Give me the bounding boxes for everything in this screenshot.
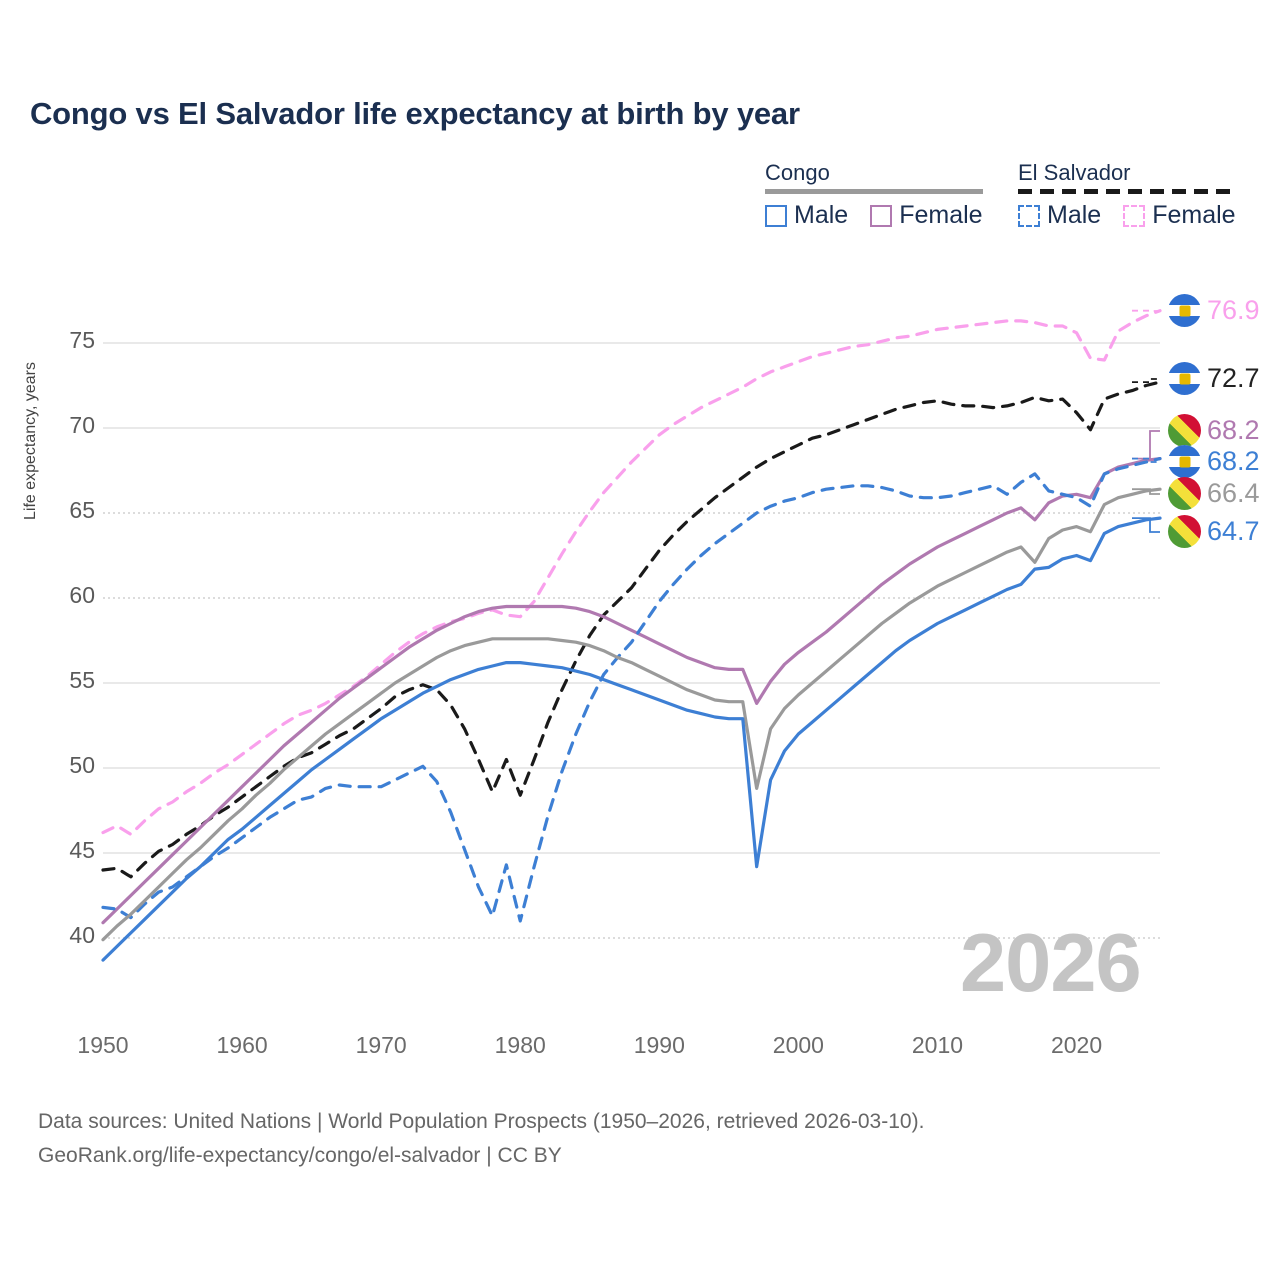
legend-label-congo-male: Male <box>794 201 849 229</box>
y-tick-45: 45 <box>69 837 95 863</box>
end-label-0: 76.9 <box>1168 294 1260 327</box>
x-tick-1980: 1980 <box>494 1032 546 1058</box>
x-tick-1950: 1950 <box>77 1032 129 1058</box>
x-tick-2000: 2000 <box>772 1032 824 1058</box>
end-label-4: 66.4 <box>1168 477 1260 510</box>
congo-flag-icon <box>1168 477 1201 510</box>
x-tick-2010: 2010 <box>911 1032 964 1058</box>
legend-label-el-salvador-female: Female <box>1152 201 1236 229</box>
end-label-3: 68.2 <box>1168 445 1260 478</box>
leader-line-congo-male <box>1132 517 1160 533</box>
legend-group-congo-title: Congo <box>765 160 830 185</box>
series-line-congo-female <box>101 457 1162 925</box>
y-tick-40: 40 <box>69 922 95 948</box>
y-tick-50: 50 <box>69 752 95 778</box>
legend-rule-el-salvador <box>1018 189 1236 194</box>
el-salvador-flag-icon <box>1168 294 1201 327</box>
footer: Data sources: United Nations | World Pop… <box>38 1105 1238 1173</box>
page-title: Congo vs El Salvador life expectancy at … <box>30 96 800 131</box>
leader-line-congo-female <box>1132 430 1160 460</box>
x-tick-1960: 1960 <box>216 1032 268 1058</box>
legend-label-el-salvador-male: Male <box>1047 201 1102 229</box>
chart-legend: Congo Male Female El Salvador Male <box>0 160 1280 240</box>
legend-item-congo-female[interactable]: Female <box>870 201 983 230</box>
series-line-congo-combined <box>101 487 1162 942</box>
legend-item-el-salvador-male[interactable]: Male <box>1018 201 1101 230</box>
legend-swatch-congo-male <box>765 204 787 227</box>
legend-swatch-el-salvador-male <box>1018 204 1040 227</box>
end-label-value-3: 68.2 <box>1207 446 1260 476</box>
legend-label-congo-female: Female <box>899 201 983 229</box>
legend-rule-congo <box>765 189 983 194</box>
leader-line-el-salvador-combined <box>1132 378 1160 383</box>
end-label-value-1: 72.7 <box>1207 363 1260 393</box>
end-label-value-4: 66.4 <box>1207 478 1260 508</box>
legend-group-congo: Congo Male Female <box>765 160 983 230</box>
x-tick-2020: 2020 <box>1050 1032 1103 1058</box>
series-line-el-salvador-male <box>101 457 1162 923</box>
el-salvador-emblem-icon <box>1179 373 1190 384</box>
end-label-value-0: 76.9 <box>1207 295 1260 325</box>
end-label-value-2: 68.2 <box>1207 415 1260 445</box>
series-line-el-salvador-combined <box>101 380 1162 879</box>
legend-item-el-salvador-female[interactable]: Female <box>1123 201 1236 230</box>
y-tick-65: 65 <box>69 497 95 523</box>
end-label-2: 68.2 <box>1168 414 1260 447</box>
series-line-el-salvador-female <box>101 309 1162 836</box>
x-tick-1970: 1970 <box>355 1032 407 1058</box>
y-tick-75: 75 <box>69 327 95 353</box>
x-tick-1990: 1990 <box>633 1032 685 1058</box>
footer-sources: Data sources: United Nations | World Pop… <box>38 1110 925 1133</box>
congo-flag-icon <box>1168 515 1201 548</box>
end-label-value-5: 64.7 <box>1207 516 1260 546</box>
legend-swatch-el-salvador-female <box>1123 204 1146 227</box>
y-tick-60: 60 <box>69 582 95 608</box>
legend-group-el-salvador: El Salvador Male Female <box>1018 160 1236 230</box>
year-watermark: 2026 <box>960 916 1142 1009</box>
legend-swatch-congo-female <box>870 204 893 227</box>
leader-line-congo-combined <box>1132 488 1160 495</box>
end-label-5: 64.7 <box>1168 515 1260 548</box>
el-salvador-flag-icon <box>1168 362 1201 395</box>
leader-line-el-salvador-male <box>1132 457 1160 463</box>
el-salvador-flag-icon <box>1168 445 1201 478</box>
y-tick-70: 70 <box>69 412 95 438</box>
legend-item-congo-male[interactable]: Male <box>765 201 848 230</box>
y-tick-55: 55 <box>69 667 95 693</box>
series-line-congo-male <box>101 516 1162 962</box>
footer-link: GeoRank.org/life-expectancy/congo/el-sal… <box>38 1144 562 1168</box>
el-salvador-emblem-icon <box>1179 305 1190 316</box>
el-salvador-emblem-icon <box>1179 456 1190 467</box>
legend-group-el-salvador-title: El Salvador <box>1018 160 1131 185</box>
congo-flag-icon <box>1168 414 1201 447</box>
end-label-1: 72.7 <box>1168 362 1260 395</box>
